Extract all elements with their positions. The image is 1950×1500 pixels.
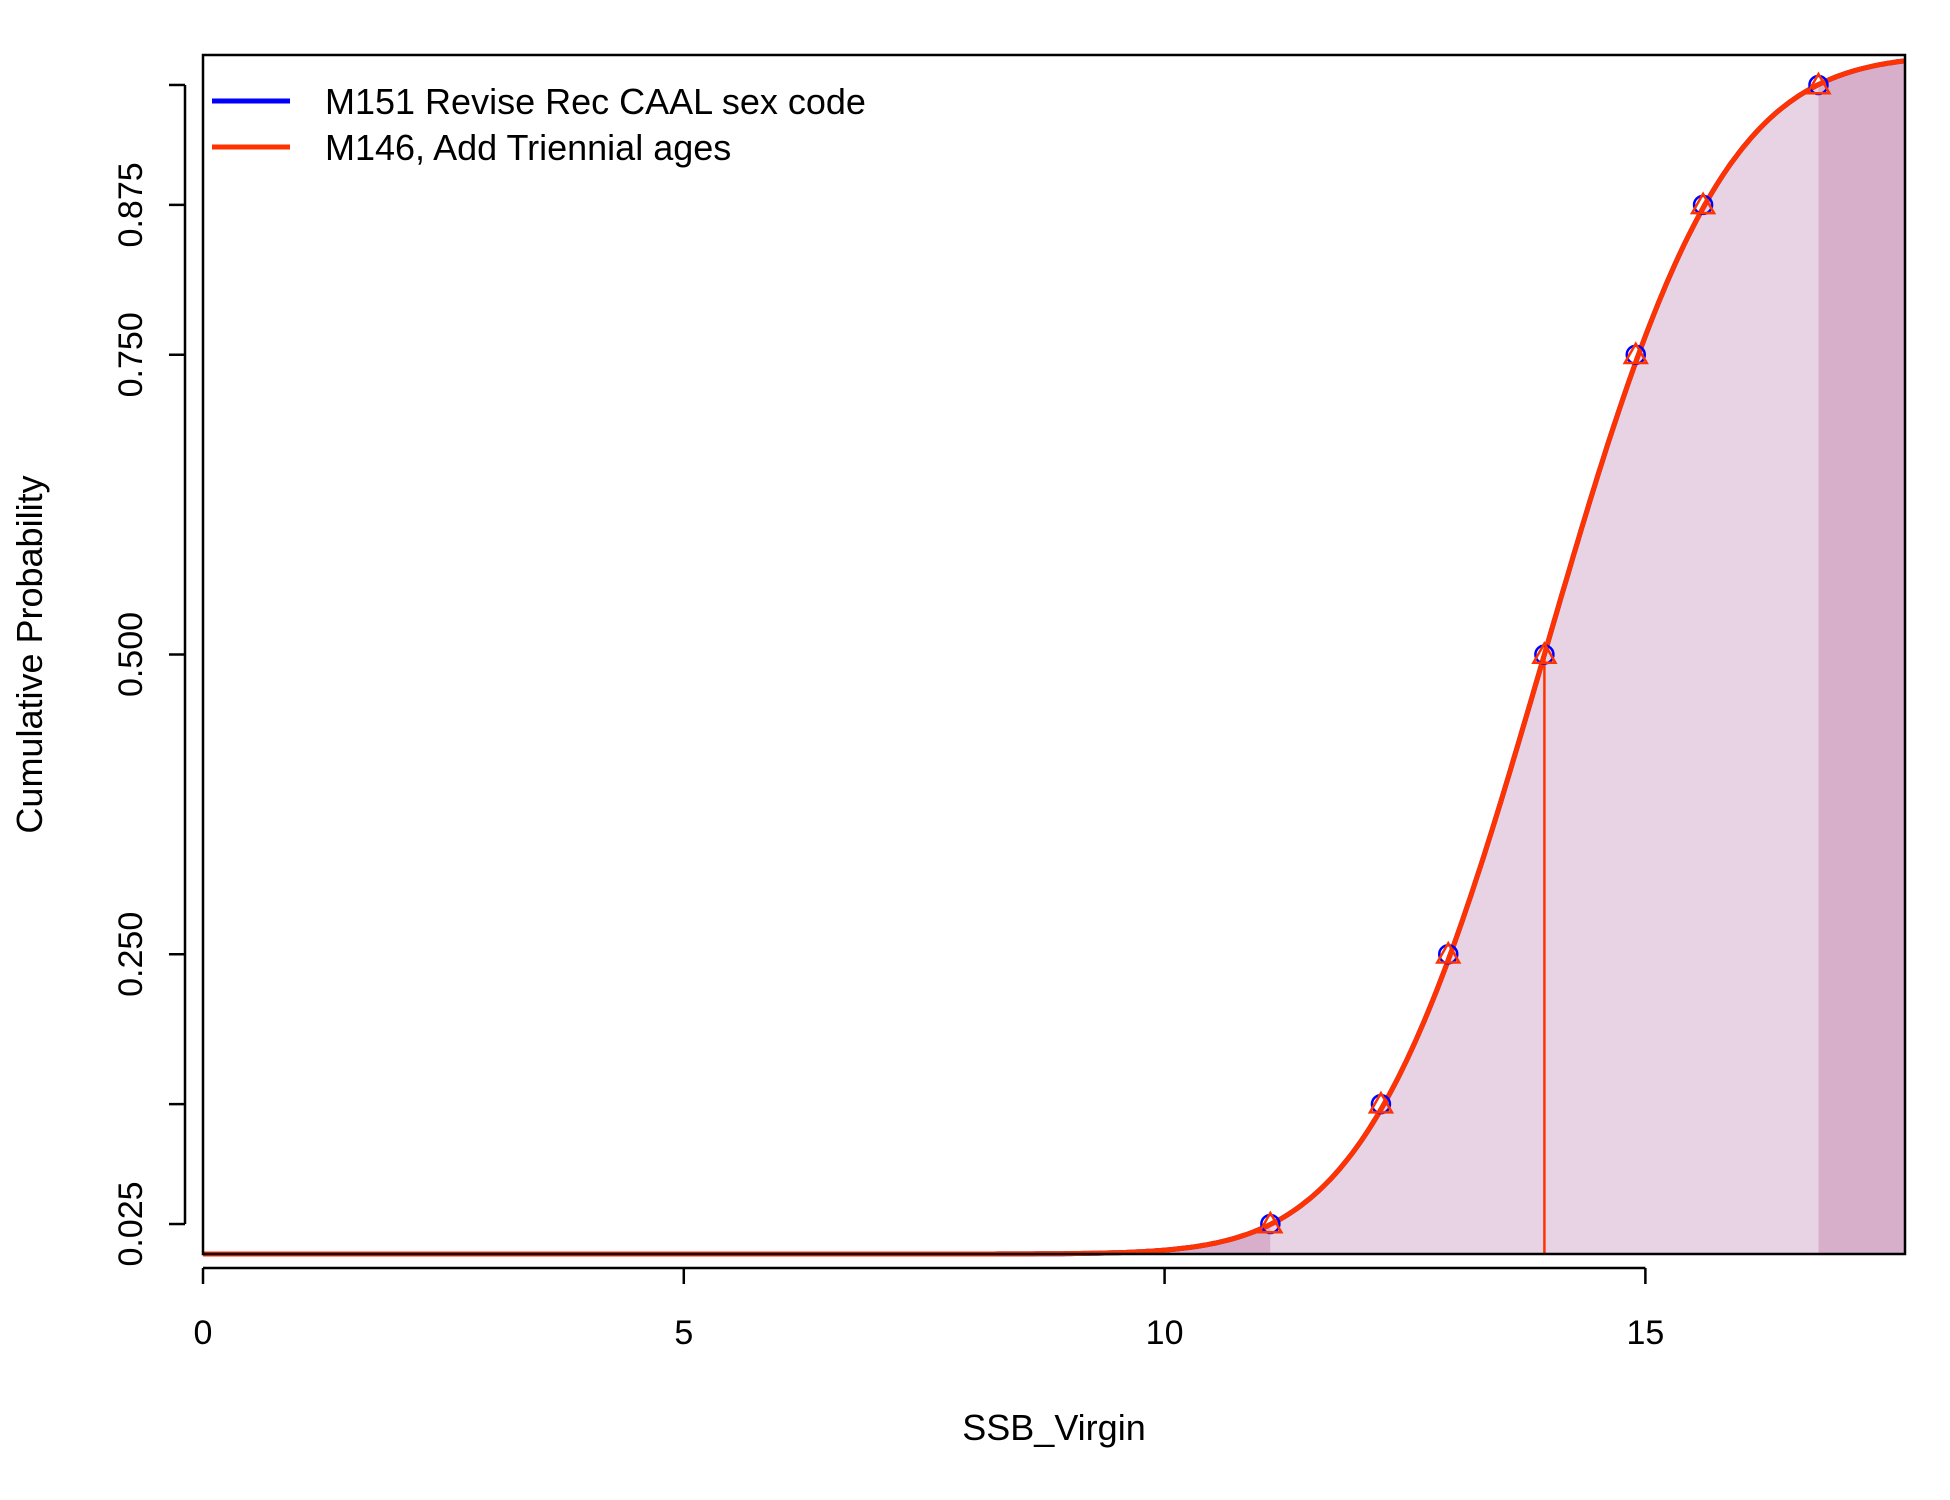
plot-frame: [201, 53, 1907, 1256]
y-tick-label-2: 0.500: [112, 612, 150, 697]
shading-layer: [203, 60, 1905, 1255]
x-tick-label-1: 5: [674, 1314, 693, 1352]
legend: M151 Revise Rec CAAL sex code M146, Add …: [212, 81, 866, 168]
legend-label-m146: M146, Add Triennial ages: [325, 127, 731, 168]
series-1-quantile-marker-2: [1435, 940, 1462, 964]
series-1-quantile-marker-5: [1689, 191, 1717, 215]
series-1-quantile-marker-6: [1805, 71, 1832, 95]
y-tick-label-1: 0.250: [112, 912, 150, 997]
legend-label-m151: M151 Revise Rec CAAL sex code: [325, 81, 866, 122]
y-axis-title: Cumulative Probability: [9, 475, 50, 833]
y-tick-label-0: 0.025: [112, 1181, 150, 1266]
x-tick-label-2: 10: [1146, 1314, 1184, 1352]
y-tick-label-4: 0.875: [112, 162, 150, 247]
series-1-quantile-marker-0: [1257, 1210, 1284, 1234]
x-axis: 0 5 10 15: [194, 1266, 1664, 1352]
upper-tail-shading: [1818, 60, 1905, 1254]
x-axis-title: SSB_Virgin: [962, 1407, 1145, 1448]
lower-tail-shading: [203, 1224, 1271, 1254]
marker-layer: [1257, 71, 1832, 1235]
y-tick-label-3: 0.750: [112, 312, 150, 397]
x-tick-label-3: 15: [1626, 1314, 1664, 1352]
x-tick-label-0: 0: [194, 1314, 213, 1352]
y-axis: 0.025 0.250 0.500 0.750 0.875: [112, 83, 187, 1267]
series-1-quantile-marker-1: [1367, 1090, 1395, 1114]
series-1-quantile-marker-3: [1531, 640, 1558, 664]
series-1-quantile-marker-4: [1622, 341, 1649, 365]
